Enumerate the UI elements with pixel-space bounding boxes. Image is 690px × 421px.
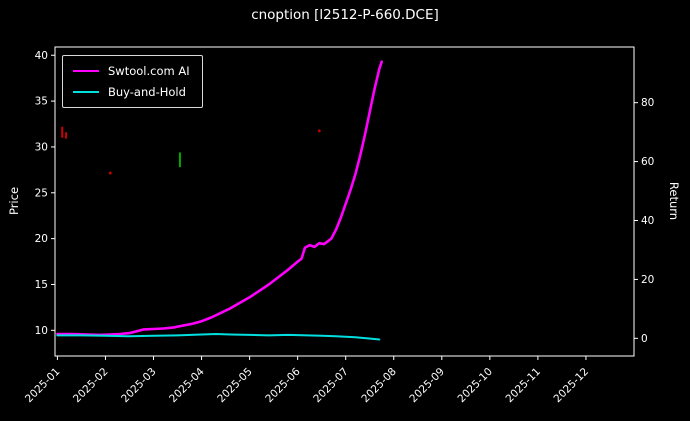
svg-text:60: 60 xyxy=(641,156,654,168)
svg-text:2025-08: 2025-08 xyxy=(359,366,399,406)
legend-line-swatch-buyhold xyxy=(73,91,99,93)
svg-text:2025-05: 2025-05 xyxy=(215,366,255,406)
svg-text:25: 25 xyxy=(35,187,48,199)
svg-text:2025-12: 2025-12 xyxy=(552,366,592,406)
legend-label-buyhold: Buy-and-Hold xyxy=(108,85,186,99)
y2-axis-ticks: 0 20 40 60 80 xyxy=(634,97,654,345)
svg-text:2025-07: 2025-07 xyxy=(311,366,351,406)
svg-text:20: 20 xyxy=(641,274,654,286)
legend-line-swatch-ai xyxy=(73,70,99,72)
series-line-0 xyxy=(56,60,384,337)
svg-text:2025-04: 2025-04 xyxy=(167,365,207,405)
svg-text:40: 40 xyxy=(35,50,48,62)
legend: Swtool.com AI Buy-and-Hold xyxy=(62,55,203,108)
svg-text:2025-06: 2025-06 xyxy=(263,365,303,405)
svg-text:2025-10: 2025-10 xyxy=(455,366,495,406)
svg-text:2025-01: 2025-01 xyxy=(23,366,63,406)
legend-item-buyhold: Buy-and-Hold xyxy=(73,85,190,99)
svg-text:0: 0 xyxy=(641,333,648,345)
y-axis-ticks: 10 15 20 25 30 35 40 xyxy=(35,50,55,337)
series-lines xyxy=(56,60,384,341)
svg-text:80: 80 xyxy=(641,97,654,109)
svg-text:2025-02: 2025-02 xyxy=(71,366,111,406)
chart-title: cnoption [l2512-P-660.DCE] xyxy=(251,7,439,23)
candle-markers xyxy=(61,126,321,175)
legend-item-ai: Swtool.com AI xyxy=(73,64,190,78)
svg-text:2025-03: 2025-03 xyxy=(119,366,159,406)
series-line-1 xyxy=(56,333,381,341)
legend-label-ai: Swtool.com AI xyxy=(108,64,190,78)
svg-text:15: 15 xyxy=(35,279,48,291)
svg-text:20: 20 xyxy=(35,233,48,245)
svg-text:40: 40 xyxy=(641,215,654,227)
svg-text:30: 30 xyxy=(35,141,48,153)
x-axis-ticks: 2025-01 2025-02 2025-03 2025-04 2025-05 2025-… xyxy=(23,356,591,405)
svg-text:10: 10 xyxy=(35,325,48,337)
svg-text:2025-09: 2025-09 xyxy=(407,366,447,406)
svg-text:35: 35 xyxy=(35,96,48,108)
svg-text:2025-11: 2025-11 xyxy=(504,366,544,406)
